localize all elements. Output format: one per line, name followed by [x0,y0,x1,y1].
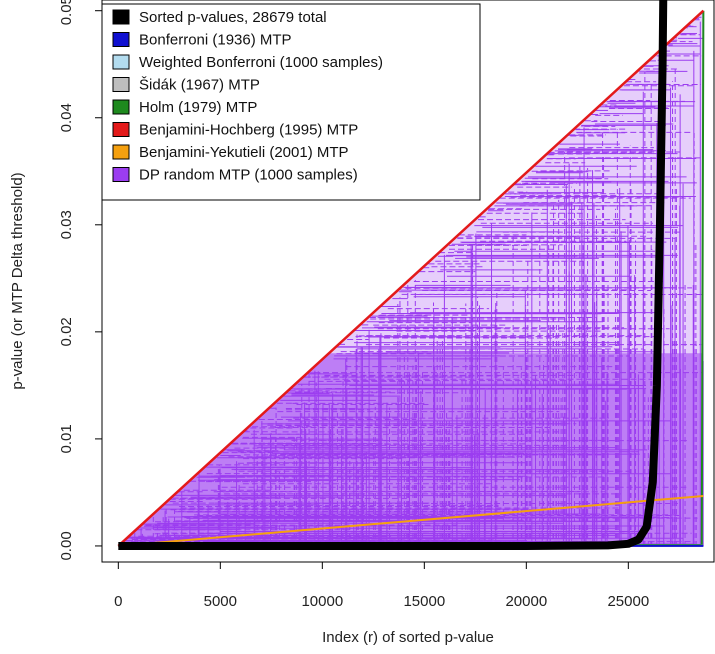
benjamini-yekutieli-mtp-line [118,494,704,547]
sorted-p-values-line [118,0,668,550]
x-axis-label: Index (r) of sorted p-value [322,629,494,646]
y-tick-label: 0.03 [58,210,75,239]
legend-swatch [112,99,130,115]
benjamini-hochberg-mtp-line [117,9,705,547]
legend-entry: DP random MTP (1000 samples) [139,167,358,184]
legend-entry: Bonferroni (1936) MTP [139,32,292,49]
legend-entry: Benjamini-Hochberg (1995) MTP [139,122,358,139]
legend-box [101,3,481,201]
legend-swatch [112,122,130,137]
legend-entry: Sorted p-values, 28679 total [139,9,327,26]
x-tick-label: 15000 [403,593,445,610]
y-tick-label: 0.00 [58,531,75,560]
legend-swatch [112,9,130,25]
y-tick-label: 0.04 [58,103,75,132]
legend-swatch [112,144,130,160]
x-tick-label: 0 [114,593,122,610]
y-tick-label: 0.02 [58,317,75,346]
legend-entry: Šidák (1967) MTP [139,77,260,94]
legend-entry: Holm (1979) MTP [139,99,257,116]
x-tick-label: 10000 [301,593,343,610]
legend-swatch [112,32,130,47]
x-tick-label: 20000 [505,593,547,610]
legend-swatch [112,54,130,70]
legend-swatch [112,167,130,182]
y-tick-label: 0.05 [58,0,75,25]
legend-entry: Benjamini-Yekutieli (2001) MTP [139,144,349,161]
y-axis-label: p-value (or MTP Delta threshold) [9,172,26,389]
x-tick-label: 5000 [204,593,237,610]
legend-entry: Weighted Bonferroni (1000 samples) [139,54,383,71]
y-tick-label: 0.01 [58,424,75,453]
legend-swatch [112,77,130,92]
x-tick-label: 25000 [607,593,649,610]
